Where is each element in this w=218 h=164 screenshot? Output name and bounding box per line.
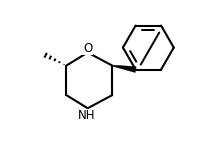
Text: O: O [83,42,92,55]
Text: NH: NH [78,109,96,122]
Polygon shape [112,65,136,72]
